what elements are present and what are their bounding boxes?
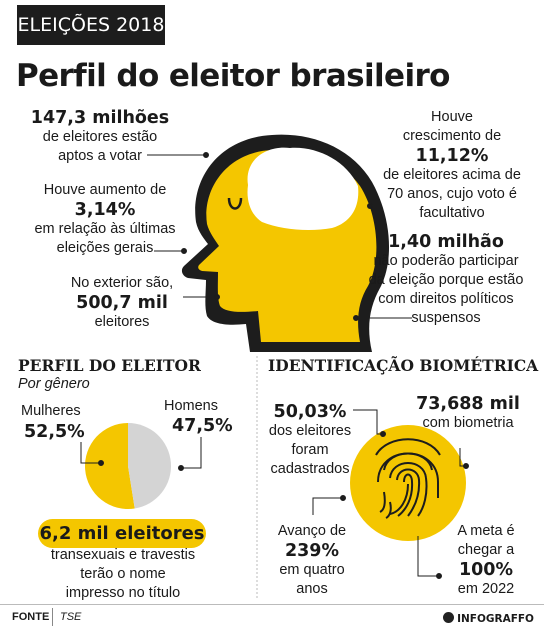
value-homens: 47,5%	[172, 416, 233, 436]
bio-avanco-text2: em quatro	[279, 562, 345, 578]
bio-pct-text2: foram	[291, 442, 329, 458]
bio-title: IDENTIFICAÇÃO BIOMÉTRICA	[268, 356, 539, 375]
bio-meta-text1: A meta é	[457, 523, 515, 539]
fact-suspensos-value: 1,40 milhão	[388, 232, 504, 252]
fact-crescimento-value: 11,12%	[415, 146, 489, 166]
perfil-subtitle: Por gênero	[18, 376, 90, 392]
bio-avanco: Avanço de 239% em quatro anos	[266, 522, 358, 599]
bio-avanco-text3: anos	[296, 581, 328, 597]
bio-avanco-text1: Avanço de	[277, 523, 347, 539]
fingerprint-icon	[375, 438, 441, 519]
bio-meta-text3: em 2022	[457, 581, 515, 597]
value-mulheres: 52,5%	[24, 422, 85, 442]
footer: FONTE TSE INFOGRAFFO	[0, 604, 544, 629]
fact-suspensos-text2: da eleição porque estão	[368, 272, 524, 288]
fact-exterior-text1: No exterior são,	[70, 275, 174, 291]
bio-meta: A meta é chegar a 100% em 2022	[446, 522, 526, 599]
fact-crescimento-text5: facultativo	[419, 205, 485, 221]
fact-crescimento-text2: crescimento de	[402, 128, 502, 144]
brand-logo: INFOGRAFFO	[443, 612, 534, 625]
fact-aumento-text2: em relação às últimas	[34, 221, 176, 237]
bio-pct-text3: cadastrados	[270, 461, 350, 477]
fact-crescimento: Houve crescimento de 11,12% de eleitores…	[372, 108, 532, 223]
fact-aptos-value: 147,3 milhões	[30, 108, 170, 128]
bio-com-text1: com biometria	[422, 415, 514, 431]
fact-aumento: Houve aumento de 3,14% em relação às últ…	[16, 181, 194, 258]
trans-note-3: impresso no título	[65, 585, 181, 601]
trans-note: transexuais e travestis terão o nome imp…	[30, 546, 216, 603]
bio-com: 73,688 mil com biometria	[410, 394, 526, 433]
fact-aptos-text2: aptos a votar	[58, 148, 142, 164]
fact-exterior-text2: eleitores	[94, 314, 150, 330]
election-badge: ELEIÇÕES 2018	[17, 5, 165, 45]
bio-pct: 50,03% dos eleitores foram cadastrados	[258, 402, 362, 479]
source-value: TSE	[60, 611, 82, 623]
fact-suspensos-text3: com direitos políticos	[378, 291, 514, 307]
fingerprint-badge	[350, 425, 466, 541]
fact-aumento-value: 3,14%	[74, 200, 136, 220]
fact-suspensos-text1: não poderão participar	[373, 253, 519, 269]
fact-aptos: 147,3 milhões de eleitores estão aptos a…	[20, 108, 180, 166]
legend-mulheres: Mulheres	[21, 403, 81, 419]
fact-crescimento-text3: de eleitores acima de	[383, 167, 521, 183]
page-title: Perfil do eleitor brasileiro	[16, 58, 450, 94]
fact-aumento-text3: eleições gerais	[56, 240, 154, 256]
fact-crescimento-text4: 70 anos, cujo voto é	[387, 186, 517, 202]
fact-suspensos: 1,40 milhão não poderão participar da el…	[356, 232, 536, 328]
trans-note-2: terão o nome	[80, 566, 166, 582]
closed-eye-icon	[227, 197, 243, 210]
fact-exterior: No exterior são, 500,7 mil eleitores	[50, 274, 194, 332]
fact-aumento-text1: Houve aumento de	[43, 182, 167, 198]
legend-homens: Homens	[164, 398, 218, 414]
fact-exterior-value: 500,7 mil	[76, 293, 168, 313]
highlight-trans: 6,2 mil eleitores	[38, 519, 206, 548]
bio-meta-text2: chegar a	[457, 542, 515, 558]
gender-pie-chart	[84, 423, 171, 510]
bio-meta-value: 100%	[458, 560, 514, 580]
brand-icon	[443, 612, 455, 623]
connector-lines	[147, 152, 412, 321]
pie-slice-homens	[128, 423, 171, 509]
brain-icon	[247, 147, 359, 230]
brand-name: INFOGRAFFO	[457, 613, 534, 625]
fact-aptos-text1: de eleitores estão	[42, 129, 158, 145]
bio-avanco-value: 239%	[284, 541, 340, 561]
source-label: FONTE	[12, 611, 50, 623]
source-separator	[52, 608, 53, 626]
bio-pct-value: 50,03%	[273, 402, 347, 422]
perfil-title: PERFIL DO ELEITOR	[18, 356, 201, 375]
bio-com-value: 73,688 mil	[416, 394, 520, 414]
pie-slice-mulheres	[84, 423, 135, 510]
trans-note-1: transexuais e travestis	[50, 547, 196, 563]
bio-pct-text1: dos eleitores	[268, 423, 352, 439]
fact-suspensos-text4: suspensos	[411, 310, 481, 326]
fact-crescimento-text1: Houve	[431, 109, 473, 125]
